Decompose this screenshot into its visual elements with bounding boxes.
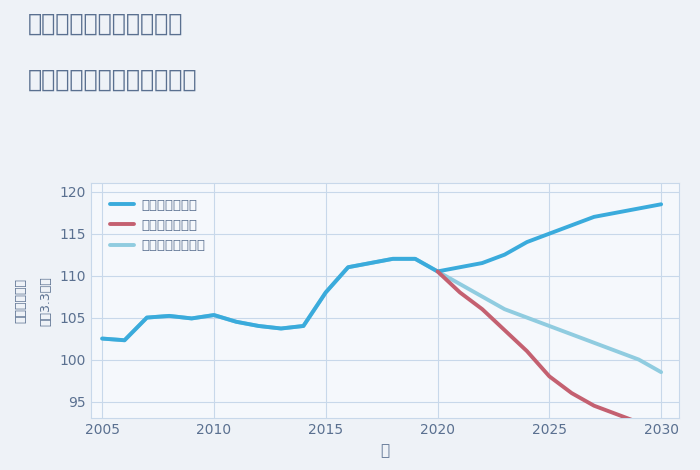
Text: 単価（万円）: 単価（万円） xyxy=(15,278,27,323)
ノーマルシナリオ xyxy=(98,336,106,341)
Text: 坪（3.3㎡）: 坪（3.3㎡） xyxy=(39,276,52,326)
バッドシナリオ xyxy=(635,420,643,425)
バッドシナリオ xyxy=(500,327,509,333)
ノーマルシナリオ xyxy=(478,294,486,299)
バッドシナリオ xyxy=(478,306,486,312)
グッドシナリオ xyxy=(612,210,621,215)
ノーマルシナリオ xyxy=(590,340,598,345)
グッドシナリオ xyxy=(143,315,151,321)
グッドシナリオ xyxy=(276,326,285,331)
ノーマルシナリオ xyxy=(165,313,174,319)
ノーマルシナリオ xyxy=(232,319,241,325)
X-axis label: 年: 年 xyxy=(380,443,390,458)
Line: グッドシナリオ: グッドシナリオ xyxy=(102,204,661,340)
ノーマルシナリオ xyxy=(612,348,621,354)
バッドシナリオ xyxy=(523,348,531,354)
グッドシナリオ xyxy=(456,265,464,270)
ノーマルシナリオ xyxy=(657,369,665,375)
Legend: グッドシナリオ, バッドシナリオ, ノーマルシナリオ: グッドシナリオ, バッドシナリオ, ノーマルシナリオ xyxy=(104,192,212,259)
グッドシナリオ xyxy=(98,336,106,341)
バッドシナリオ xyxy=(545,374,554,379)
グッドシナリオ xyxy=(523,239,531,245)
ノーマルシナリオ xyxy=(299,323,307,329)
ノーマルシナリオ xyxy=(366,260,375,266)
バッドシナリオ xyxy=(590,403,598,408)
ノーマルシナリオ xyxy=(500,306,509,312)
バッドシナリオ xyxy=(456,290,464,295)
グッドシナリオ xyxy=(344,265,352,270)
バッドシナリオ xyxy=(657,424,665,430)
バッドシナリオ xyxy=(433,268,442,274)
グッドシナリオ xyxy=(635,206,643,212)
Text: 中古マンションの価格推移: 中古マンションの価格推移 xyxy=(28,68,197,92)
グッドシナリオ xyxy=(389,256,397,262)
ノーマルシナリオ xyxy=(433,268,442,274)
グッドシナリオ xyxy=(433,268,442,274)
グッドシナリオ xyxy=(232,319,241,325)
ノーマルシナリオ xyxy=(523,315,531,321)
グッドシナリオ xyxy=(411,256,419,262)
グッドシナリオ xyxy=(120,337,129,343)
ノーマルシナリオ xyxy=(120,337,129,343)
グッドシナリオ xyxy=(590,214,598,219)
グッドシナリオ xyxy=(545,231,554,236)
ノーマルシナリオ xyxy=(411,256,419,262)
ノーマルシナリオ xyxy=(545,323,554,329)
ノーマルシナリオ xyxy=(635,357,643,362)
グッドシナリオ xyxy=(299,323,307,329)
バッドシナリオ xyxy=(612,411,621,417)
グッドシナリオ xyxy=(657,202,665,207)
Text: 岐阜県養老郡養老町豊の: 岐阜県養老郡養老町豊の xyxy=(28,12,183,36)
グッドシナリオ xyxy=(165,313,174,319)
ノーマルシナリオ xyxy=(321,290,330,295)
グッドシナリオ xyxy=(210,312,218,318)
ノーマルシナリオ xyxy=(568,331,576,337)
Line: ノーマルシナリオ: ノーマルシナリオ xyxy=(102,259,661,372)
グッドシナリオ xyxy=(255,323,263,329)
ノーマルシナリオ xyxy=(344,265,352,270)
グッドシナリオ xyxy=(366,260,375,266)
ノーマルシナリオ xyxy=(389,256,397,262)
グッドシナリオ xyxy=(321,290,330,295)
グッドシナリオ xyxy=(478,260,486,266)
グッドシナリオ xyxy=(500,252,509,258)
ノーマルシナリオ xyxy=(276,326,285,331)
グッドシナリオ xyxy=(188,315,196,321)
ノーマルシナリオ xyxy=(456,281,464,287)
ノーマルシナリオ xyxy=(210,312,218,318)
グッドシナリオ xyxy=(568,222,576,228)
Line: バッドシナリオ: バッドシナリオ xyxy=(438,271,661,427)
ノーマルシナリオ xyxy=(143,315,151,321)
バッドシナリオ xyxy=(568,390,576,396)
ノーマルシナリオ xyxy=(188,315,196,321)
ノーマルシナリオ xyxy=(255,323,263,329)
